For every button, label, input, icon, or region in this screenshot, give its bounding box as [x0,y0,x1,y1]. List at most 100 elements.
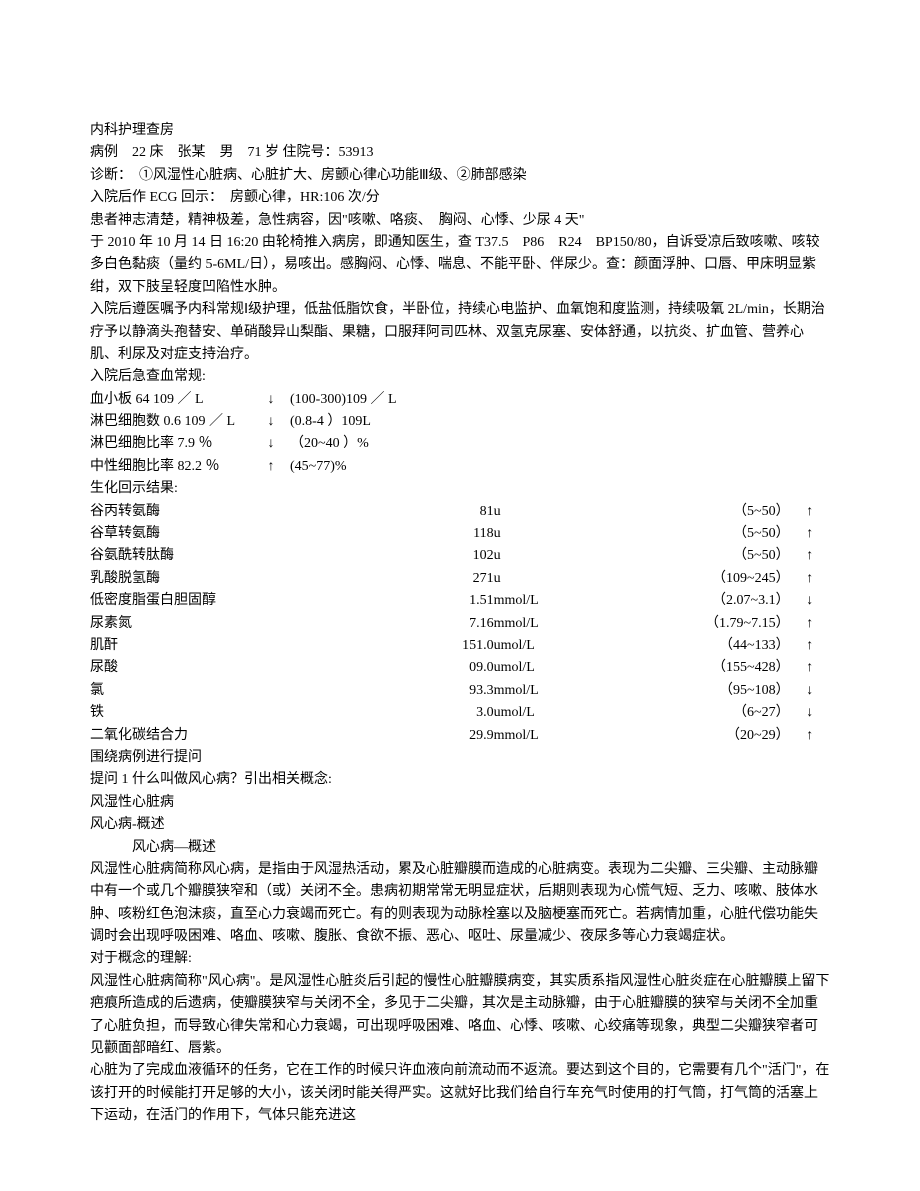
arrow-icon: ↑ [790,568,830,590]
lab-value: 1.51 [359,590,494,612]
diagnosis-line: 诊断： ①风湿性心脏病、心脏扩大、房颤心律心功能Ⅲ级、②肺部感染 [90,165,830,187]
questions-intro: 围绕病例进行提问 [90,747,830,769]
ecg-line: 入院后作 ECG 回示： 房颤心律，HR:106 次/分 [90,187,830,209]
doc-title: 内科护理查房 [90,120,830,142]
heading-2: 风心病-概述 [90,814,830,836]
treatment-line: 入院后遵医嘱予内科常规Ⅰ级护理，低盐低脂饮食，半卧位，持续心电监护、血氧饱和度监… [90,299,830,366]
biochem-row: 尿酸09.0umol/L（155~428）↑ [90,657,830,679]
arrow-icon: ↓ [790,680,830,702]
lab-item-name: 尿素氮 [90,613,359,635]
patient-bed-line: 病例 22 床 张某 男 71 岁 住院号：53913 [90,142,830,164]
blood-item-name: 血小板 64 109 ／ L [90,389,260,411]
lab-ref-range: （5~50） [601,523,789,545]
lab-unit: u [494,568,602,590]
biochem-row: 二氧化碳结合力29.9mmol/L（20~29）↑ [90,725,830,747]
lab-unit: umol/L [494,657,602,679]
blood-row: 血小板 64 109 ／ L↓(100-300)109 ／ L [90,389,490,411]
arrow-icon: ↑ [260,456,290,478]
heading-3: 风心病—概述 [90,837,830,859]
lab-value: 151.0 [359,635,494,657]
lab-ref-range: （5~50） [601,501,789,523]
arrow-icon: ↑ [790,613,830,635]
lab-ref-range: （20~29） [601,725,789,747]
lab-item-name: 二氧化碳结合力 [90,725,359,747]
lab-value: 93.3 [359,680,494,702]
biochem-table: 谷丙转氨酶81u（5~50）↑谷草转氨酶118u（5~50）↑谷氨酰转肽酶102… [90,501,830,747]
lab-item-name: 尿酸 [90,657,359,679]
lab-item-name: 谷丙转氨酶 [90,501,359,523]
blood-ref-range: (0.8-4 ）109L [290,411,490,433]
lab-ref-range: （5~50） [601,545,789,567]
lab-ref-range: （2.07~3.1） [601,590,789,612]
lab-unit: mmol/L [494,613,602,635]
biochem-row: 铁3.0umol/L（6~27）↓ [90,702,830,724]
arrow-icon: ↓ [260,411,290,433]
lab-value: 3.0 [359,702,494,724]
para-3: 心脏为了完成血液循环的任务，它在工作的时候只许血液向前流动而不返流。要达到这个目… [90,1060,830,1127]
arrow-icon: ↑ [790,725,830,747]
biochem-row: 谷氨酰转肽酶102u（5~50）↑ [90,545,830,567]
lab-value: 271 [359,568,494,590]
arrow-icon: ↓ [260,433,290,455]
biochem-row: 谷草转氨酶118u（5~50）↑ [90,523,830,545]
blood-item-name: 中性细胞比率 82.2 ％ [90,456,260,478]
lab-unit: u [494,545,602,567]
lab-value: 09.0 [359,657,494,679]
blood-row: 淋巴细胞比率 7.9 ％↓（20~40 ）% [90,433,490,455]
blood-ref-range: (45~77)% [290,456,490,478]
lab-item-name: 铁 [90,702,359,724]
para-1: 风湿性心脏病简称风心病，是指由于风湿热活动，累及心脏瓣膜而造成的心脏病变。表现为… [90,859,830,949]
arrow-icon: ↓ [260,389,290,411]
biochem-row: 乳酸脱氢酶271u（109~245）↑ [90,568,830,590]
blood-ref-range: （20~40 ）% [290,433,490,455]
blood-row: 中性细胞比率 82.2 ％↑(45~77)% [90,456,490,478]
lab-item-name: 谷氨酰转肽酶 [90,545,359,567]
blood-routine-table: 血小板 64 109 ／ L↓(100-300)109 ／ L淋巴细胞数 0.6… [90,389,490,479]
lab-unit: mmol/L [494,680,602,702]
question-1: 提问 1 什么叫做风心病？引出相关概念: [90,769,830,791]
blood-item-name: 淋巴细胞比率 7.9 ％ [90,433,260,455]
biochem-row: 氯93.3mmol/L（95~108）↓ [90,680,830,702]
arrow-icon: ↑ [790,523,830,545]
lab-unit: umol/L [494,702,602,724]
biochem-row: 谷丙转氨酶81u（5~50）↑ [90,501,830,523]
lab-value: 118 [359,523,494,545]
arrow-icon: ↑ [790,635,830,657]
lab-ref-range: （6~27） [601,702,789,724]
lab-ref-range: （1.79~7.15） [601,613,789,635]
lab-item-name: 肌酐 [90,635,359,657]
lab-item-name: 氯 [90,680,359,702]
blood-row: 淋巴细胞数 0.6 109 ／ L↓(0.8-4 ）109L [90,411,490,433]
lab-value: 7.16 [359,613,494,635]
lab-unit: mmol/L [494,590,602,612]
biochem-heading: 生化回示结果: [90,478,830,500]
lab-unit: u [494,523,602,545]
lab-item-name: 乳酸脱氢酶 [90,568,359,590]
arrow-icon: ↓ [790,702,830,724]
chief-complaint: 患者神志清楚，精神极差，急性病容，因"咳嗽、咯痰、 胸闷、心悸、少尿 4 天" [90,210,830,232]
concept-heading: 对于概念的理解: [90,948,830,970]
para-2: 风湿性心脏病简称"风心病"。是风湿性心脏炎后引起的慢性心脏瓣膜病变，其实质系指风… [90,971,830,1061]
arrow-icon: ↑ [790,501,830,523]
lab-unit: u [494,501,602,523]
heading-1: 风湿性心脏病 [90,792,830,814]
arrow-icon: ↓ [790,590,830,612]
lab-ref-range: （95~108） [601,680,789,702]
lab-ref-range: （44~133） [601,635,789,657]
blood-item-name: 淋巴细胞数 0.6 109 ／ L [90,411,260,433]
lab-value: 102 [359,545,494,567]
arrow-icon: ↑ [790,545,830,567]
lab-value: 29.9 [359,725,494,747]
lab-ref-range: （155~428） [601,657,789,679]
biochem-row: 肌酐151.0umol/L（44~133）↑ [90,635,830,657]
arrow-icon: ↑ [790,657,830,679]
lab-unit: umol/L [494,635,602,657]
biochem-row: 低密度脂蛋白胆固醇1.51mmol/L（2.07~3.1）↓ [90,590,830,612]
blood-ref-range: (100-300)109 ／ L [290,389,490,411]
lab-item-name: 谷草转氨酶 [90,523,359,545]
lab-ref-range: （109~245） [601,568,789,590]
admission-detail: 于 2010 年 10 月 14 日 16:20 由轮椅推入病房，即通知医生，查… [90,232,830,299]
biochem-row: 尿素氮7.16mmol/L（1.79~7.15）↑ [90,613,830,635]
lab-unit: mmol/L [494,725,602,747]
lab-value: 81 [359,501,494,523]
